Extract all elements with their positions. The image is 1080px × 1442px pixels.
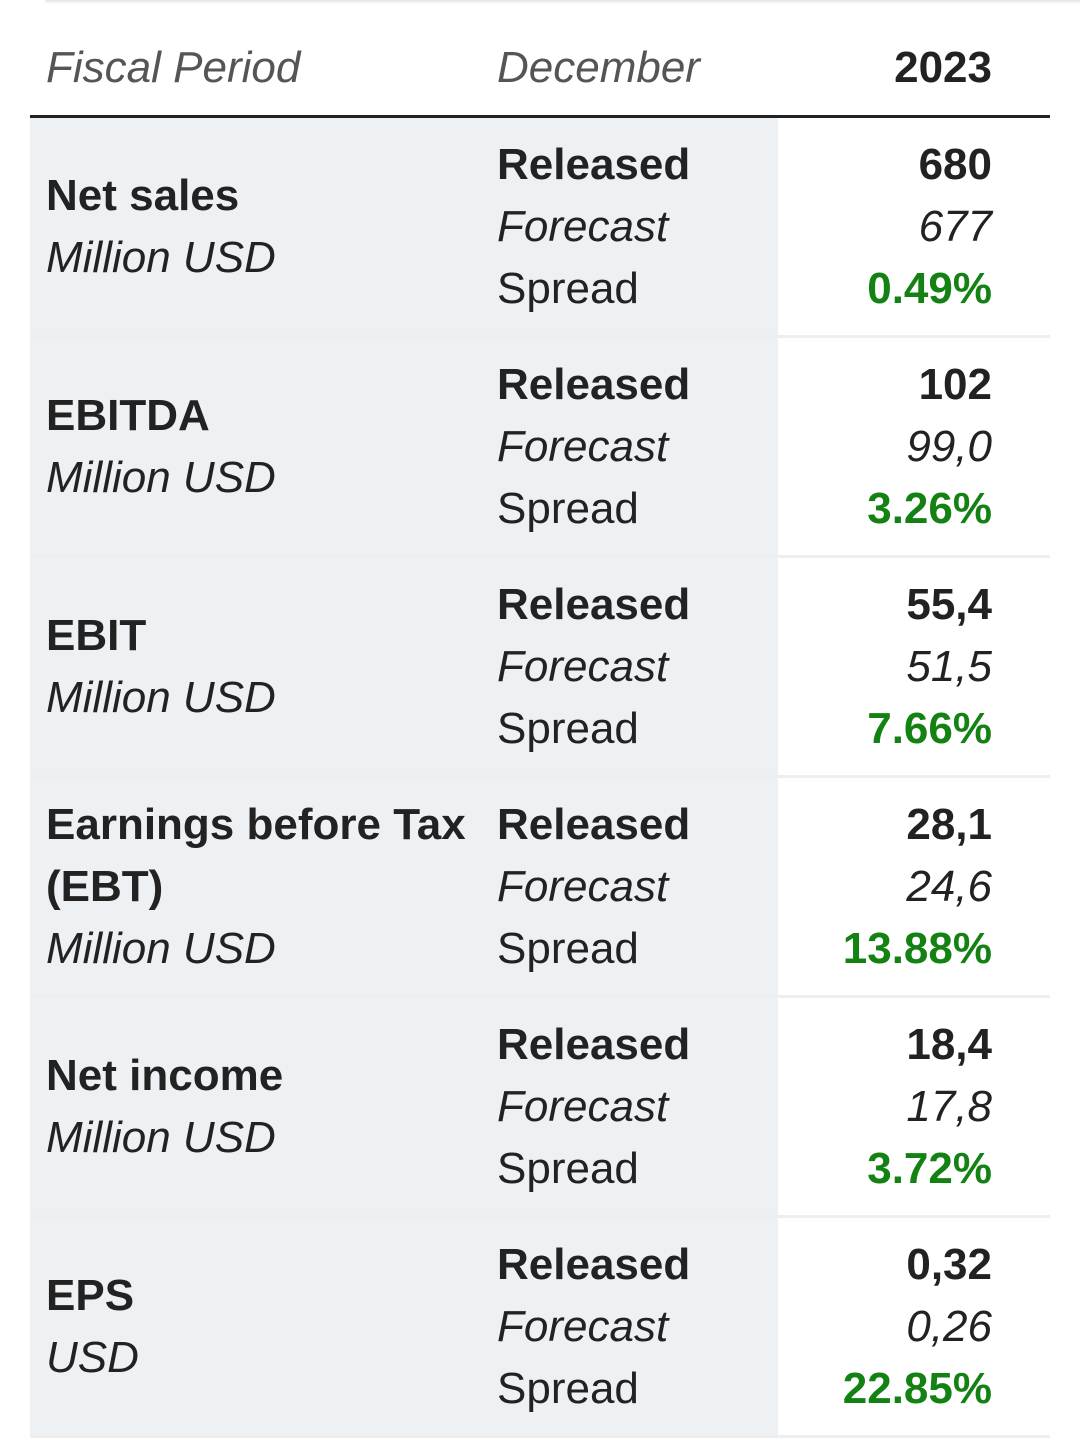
forecast-value: 51,5	[906, 641, 992, 691]
released-value: 102	[918, 359, 992, 409]
forecast-value: 17,8	[906, 1081, 992, 1131]
spread-label: Spread	[497, 923, 639, 973]
labels-cell: Released Forecast Spread	[480, 556, 778, 778]
released-value: 0,32	[906, 1239, 992, 1289]
spread-value: 7.66%	[867, 703, 992, 753]
spread-label: Spread	[497, 703, 639, 753]
released-value: 18,4	[906, 1019, 992, 1069]
forecast-label: Forecast	[497, 1301, 669, 1351]
table-row: EBIT Million USD Released Forecast Sprea…	[30, 556, 1050, 778]
values-cell: 18,4 17,8 3.72%	[778, 996, 1050, 1218]
labels-cell: Released Forecast Spread	[480, 116, 778, 338]
metric-unit: Million USD	[46, 1112, 276, 1162]
header-month: December	[480, 20, 778, 118]
values-cell: 55,4 51,5 7.66%	[778, 556, 1050, 778]
spread-value: 22.85%	[842, 1363, 992, 1413]
table-row: Net sales Million USD Released Forecast …	[30, 116, 1050, 338]
top-shadow	[45, 0, 1080, 4]
released-label: Released	[497, 799, 691, 849]
table-row: Net income Million USD Released Forecast…	[30, 996, 1050, 1218]
metric-name: Net sales	[46, 170, 240, 220]
labels-cell: Released Forecast Spread	[480, 996, 778, 1218]
spread-label: Spread	[497, 1363, 639, 1413]
spread-label: Spread	[497, 1143, 639, 1193]
metric-unit: Million USD	[46, 923, 276, 973]
metric-unit: USD	[46, 1332, 139, 1382]
spread-value: 13.88%	[842, 923, 992, 973]
metric-name: EPS	[46, 1270, 135, 1320]
spread-label: Spread	[497, 263, 639, 313]
metric-unit: Million USD	[46, 452, 276, 502]
spread-value: 0.49%	[867, 263, 992, 313]
metric-cell: Earnings before Tax (EBT) Million USD	[30, 776, 480, 998]
forecast-value: 99,0	[906, 421, 992, 471]
spread-value: 3.72%	[867, 1143, 992, 1193]
values-cell: 28,1 24,6 13.88%	[778, 776, 1050, 998]
metric-name: Net income	[46, 1050, 284, 1100]
values-cell: 680 677 0.49%	[778, 116, 1050, 338]
metric-cell: EBIT Million USD	[30, 556, 480, 778]
labels-cell: Released Forecast Spread	[480, 1216, 778, 1438]
values-cell: 102 99,0 3.26%	[778, 336, 1050, 558]
table-row: EPS USD Released Forecast Spread 0,32 0,…	[30, 1216, 1050, 1438]
metric-name: EBITDA	[46, 390, 210, 440]
metric-unit: Million USD	[46, 232, 276, 282]
forecast-value: 24,6	[906, 861, 992, 911]
released-label: Released	[497, 139, 691, 189]
table-row: Earnings before Tax (EBT) Million USD Re…	[30, 776, 1050, 998]
forecast-value: 677	[918, 201, 992, 251]
header-year: 2023	[778, 20, 1050, 118]
forecast-label: Forecast	[497, 201, 669, 251]
metric-cell: Net sales Million USD	[30, 116, 480, 338]
forecast-label: Forecast	[497, 641, 669, 691]
spread-value: 3.26%	[867, 483, 992, 533]
labels-cell: Released Forecast Spread	[480, 776, 778, 998]
released-label: Released	[497, 579, 691, 629]
metric-name: EBIT	[46, 610, 147, 660]
released-label: Released	[497, 1019, 691, 1069]
metric-unit: Million USD	[46, 672, 276, 722]
forecast-value: 0,26	[906, 1301, 992, 1351]
header-row: Fiscal Period December 2023	[30, 20, 1050, 118]
metric-cell: EBITDA Million USD	[30, 336, 480, 558]
header-fiscal-period: Fiscal Period	[30, 20, 480, 118]
forecast-label: Forecast	[497, 421, 669, 471]
spread-label: Spread	[497, 483, 639, 533]
released-value: 55,4	[906, 579, 992, 629]
released-value: 28,1	[906, 799, 992, 849]
released-label: Released	[497, 1239, 691, 1289]
metric-name: Earnings before Tax (EBT)	[46, 799, 466, 911]
metric-cell: Net income Million USD	[30, 996, 480, 1218]
released-label: Released	[497, 359, 691, 409]
financials-table: Fiscal Period December 2023 Net sales Mi…	[30, 20, 1050, 1438]
table-row: EBITDA Million USD Released Forecast Spr…	[30, 336, 1050, 558]
metric-cell: EPS USD	[30, 1216, 480, 1438]
forecast-label: Forecast	[497, 1081, 669, 1131]
values-cell: 0,32 0,26 22.85%	[778, 1216, 1050, 1438]
forecast-label: Forecast	[497, 861, 669, 911]
labels-cell: Released Forecast Spread	[480, 336, 778, 558]
released-value: 680	[918, 139, 992, 189]
